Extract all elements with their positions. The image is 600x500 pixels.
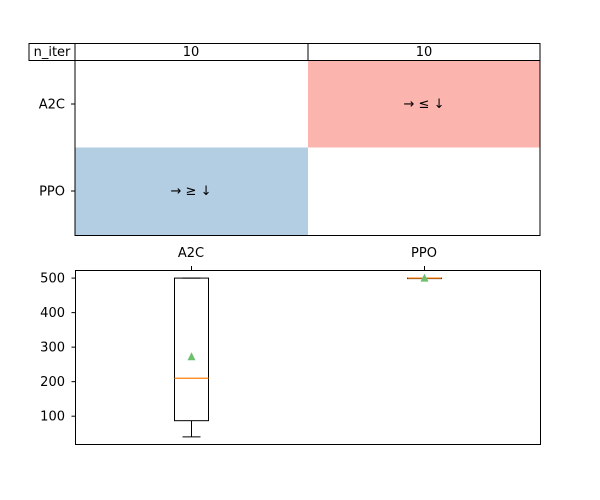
mean-marker-a2c	[187, 352, 196, 361]
box-plot: A2C PPO 100 200 300 400 500	[40, 246, 541, 445]
category-label-a2c: A2C	[178, 246, 204, 261]
boxes	[174, 273, 442, 438]
y-axis: 100 200 300 400 500	[40, 272, 76, 425]
header-value-1: 10	[183, 45, 200, 60]
header-value-2: 10	[416, 45, 433, 60]
mean-marker-ppo	[420, 273, 429, 282]
y-tick-label-400: 400	[40, 306, 65, 321]
comparison-table: n_iter 10 10 → ≤ ↓ → ≥ ↓ A2C PPO	[28, 43, 541, 236]
category-label-ppo: PPO	[411, 246, 437, 261]
cell-a2c-vs-ppo	[308, 60, 540, 148]
heatmap-frame	[74, 60, 541, 236]
y-tick-label-200: 200	[40, 375, 65, 390]
box-a2c	[174, 277, 209, 422]
cell-ppo-vs-a2c	[75, 147, 308, 236]
header-label: n_iter	[34, 45, 71, 60]
row-label-ppo: PPO	[39, 185, 65, 200]
y-tick-label-100: 100	[40, 410, 65, 425]
cell-ppo-vs-a2c-text: → ≥ ↓	[171, 184, 212, 199]
cell-a2c-vs-ppo-text: → ≤ ↓	[404, 97, 445, 112]
y-tick-label-300: 300	[40, 341, 65, 356]
y-tick-label-500: 500	[40, 272, 65, 287]
row-label-a2c: A2C	[39, 98, 65, 113]
boxplot-frame	[75, 270, 541, 445]
